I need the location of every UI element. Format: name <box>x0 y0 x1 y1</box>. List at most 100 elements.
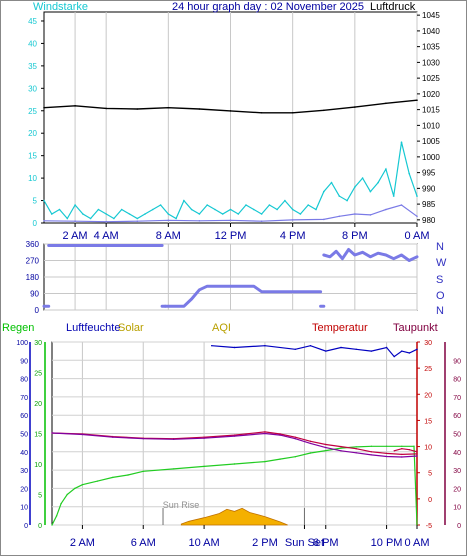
p3-temperature-point <box>279 433 281 435</box>
pressure-axis-label: Luftdruck <box>370 1 416 13</box>
p3-rain-point <box>74 487 76 490</box>
p3-dewpoint-point <box>401 456 403 458</box>
p1-x-tick-label: 2 AM <box>63 230 88 242</box>
p1-gust-point <box>144 213 146 215</box>
p3-rain-label: 30 <box>34 340 42 347</box>
p1-y-left-label: 0 <box>33 219 38 228</box>
p1-gust-point <box>229 208 232 211</box>
p3-humidity-label: 0 <box>24 523 28 530</box>
p1-gust-point <box>330 181 333 184</box>
p3-dewpoint-point <box>340 450 342 452</box>
p1-wind-point <box>323 218 325 221</box>
p1-pressure-point <box>198 108 201 110</box>
p3-humidity-label: 30 <box>20 468 28 475</box>
p1-y-left-label: 45 <box>28 17 37 26</box>
p3-dewpoint-point <box>142 438 144 440</box>
p3-rain-point <box>370 445 373 447</box>
p1-pressure-point <box>74 105 76 107</box>
p1-gust-point <box>392 195 395 197</box>
p1-y-right-label: 980 <box>422 216 436 225</box>
p1-wind-point <box>354 213 356 215</box>
p1-y-right-label: 995 <box>422 169 436 178</box>
p3-humidity-point <box>385 346 388 349</box>
p1-pressure-point <box>229 110 232 112</box>
p2-direction-segment <box>322 248 419 262</box>
p3-rain-point <box>55 515 58 517</box>
p3-dewpoint-point <box>385 455 388 458</box>
p3-humidity-point <box>233 346 236 349</box>
p1-wind-point <box>338 215 341 218</box>
p1-gust-point <box>198 213 201 215</box>
p1-wind-point <box>385 208 387 211</box>
p1-x-tick-label: 8 AM <box>156 230 181 242</box>
p1-gust-point <box>385 168 387 170</box>
p3-series-dewpoint-line <box>51 432 418 458</box>
p3-temp-label: 20 <box>424 392 432 399</box>
p3-temperature-point <box>370 451 373 453</box>
p3-humidity-label: 10 <box>20 505 28 512</box>
p3-humidity-point <box>294 348 296 350</box>
p1-y-right-label: 1010 <box>422 121 440 130</box>
p3-humidity-label: 70 <box>20 395 28 402</box>
p3-rain-point <box>142 470 144 472</box>
p1-wind-point <box>43 220 45 222</box>
p3-temperature-point <box>309 440 312 442</box>
p1-gust-point <box>58 208 61 211</box>
p3-rain-point <box>309 452 312 454</box>
p3-temperature-point <box>416 453 418 455</box>
p1-gust-point <box>152 208 154 211</box>
p1-y-right-label: 1020 <box>422 90 440 99</box>
p3-rain-point <box>112 476 114 479</box>
p1-y-right-label: 1045 <box>422 11 440 20</box>
p3-humidity-label: 60 <box>20 413 28 420</box>
p1-gust-point <box>377 181 379 184</box>
p1-wind-point <box>291 219 294 221</box>
p3-header-label: Regen <box>2 322 34 334</box>
p1-gust-point <box>276 208 278 211</box>
p1-y-right-label: 1040 <box>422 27 440 36</box>
p1-y-right-label: 985 <box>422 200 436 209</box>
p3-rain-point <box>173 468 175 470</box>
p3-humidity-point <box>264 345 266 347</box>
p1-gust-point <box>361 177 364 179</box>
p1-gust-point <box>369 190 372 193</box>
p1-pressure-point <box>323 109 325 112</box>
p3-dewpoint-point <box>112 436 114 438</box>
p3-rain-point <box>340 447 342 449</box>
p3-temperature-point <box>264 431 266 433</box>
p3-rain-point <box>51 524 53 526</box>
p1-gust-point <box>136 217 139 220</box>
p1-pressure-point <box>136 108 139 110</box>
p1-gust-point <box>284 199 286 202</box>
p3-rain-point <box>355 446 357 448</box>
p2-compass-label: O <box>436 290 445 302</box>
p3-temp_extra-point <box>401 448 403 450</box>
p3-dewpoint-label: 0 <box>457 523 461 530</box>
p3-humidity-point <box>370 350 373 352</box>
chart-title: 24 hour graph day : 02 November 2025 <box>172 1 364 13</box>
p3-temp_extra-point <box>408 449 411 451</box>
p1-wind-point <box>74 220 76 222</box>
p3-temperature-point <box>294 436 296 438</box>
p3-rain-point <box>203 465 205 468</box>
p1-gust-point <box>291 208 294 211</box>
wind-pressure-panel: Windstarke 24 hour graph day : 02 Novemb… <box>28 1 440 242</box>
p3-temperature-point <box>401 453 403 456</box>
p3-dewpoint-label: 70 <box>453 395 461 402</box>
p3-temp_extra-point <box>416 451 418 453</box>
p1-wind-point <box>105 220 107 223</box>
p3-dewpoint-point <box>233 435 236 437</box>
p3-dewpoint-label: 30 <box>453 468 461 475</box>
p1-gust-point <box>97 208 100 211</box>
p1-wind-point <box>136 220 139 222</box>
p1-x-tick-label: 0 AM <box>404 230 429 242</box>
p3-rain-point <box>401 445 403 447</box>
p1-y-left-label: 20 <box>28 129 37 138</box>
p1-gust-point <box>408 172 411 175</box>
p1-wind-point <box>198 220 201 222</box>
p3-temp-label: -5 <box>426 523 432 530</box>
p3-series-temp_extra-line <box>394 448 418 453</box>
p1-gust-point <box>245 204 247 206</box>
